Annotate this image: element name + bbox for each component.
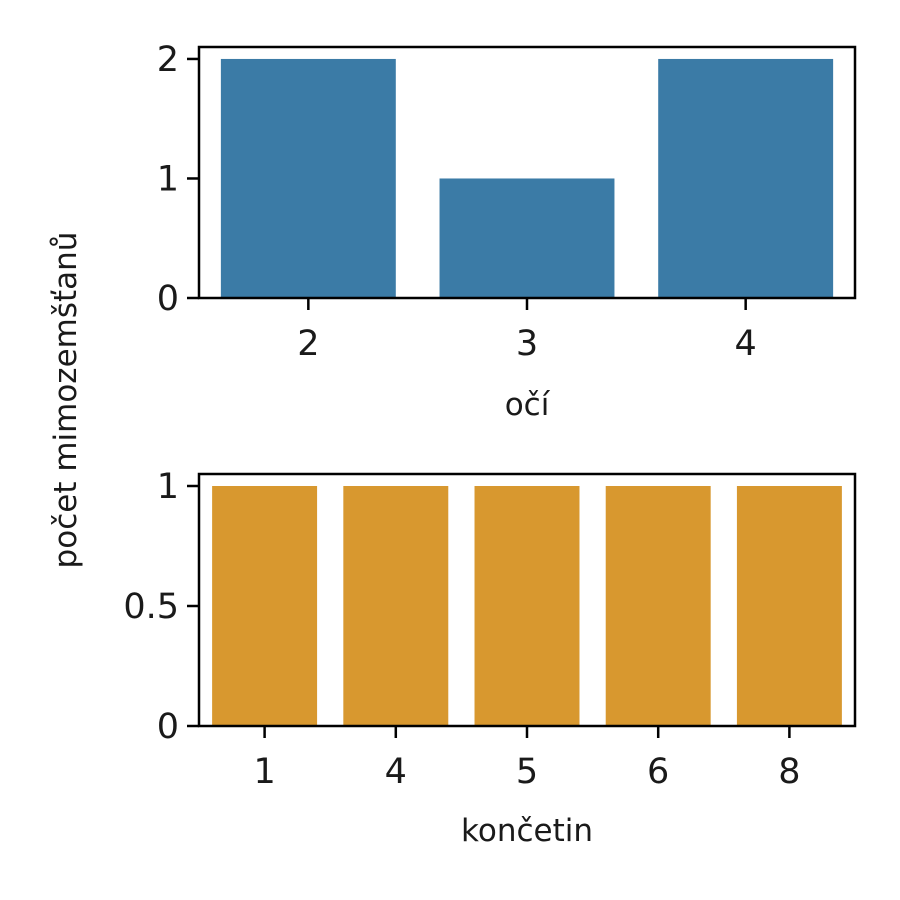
y-tick-label-2-3: 1 xyxy=(157,467,179,507)
x-tick-label-2-5: 8 xyxy=(778,752,800,792)
bar-2-1 xyxy=(212,486,318,726)
bar-2-3 xyxy=(474,486,580,726)
bar-2-4 xyxy=(605,486,711,726)
x-tick-label-1-3: 4 xyxy=(735,324,757,364)
bar-2-2 xyxy=(343,486,449,726)
y-tick-label-2-1: 0 xyxy=(157,707,179,747)
bar-1-1 xyxy=(220,58,396,299)
bar-1-3 xyxy=(658,58,834,299)
x-tick-label-2-1: 1 xyxy=(253,752,275,792)
x-tick-label-2-4: 6 xyxy=(647,752,669,792)
x-tick-label-1-2: 3 xyxy=(516,324,538,364)
x-axis-label-2: končetin xyxy=(461,813,593,849)
shared-y-axis-label: počet mimozemšťanů xyxy=(48,232,84,569)
x-tick-label-2-3: 5 xyxy=(516,752,538,792)
y-tick-label-1-3: 2 xyxy=(157,40,179,80)
bar-1-2 xyxy=(439,178,615,298)
bar-2-5 xyxy=(736,486,842,726)
x-tick-label-1-1: 2 xyxy=(297,324,319,364)
x-axis-label-1: očí xyxy=(505,387,551,423)
y-tick-label-1-2: 1 xyxy=(157,159,179,199)
x-tick-label-2-2: 4 xyxy=(385,752,407,792)
y-tick-label-1-1: 0 xyxy=(157,279,179,319)
y-tick-label-2-2: 0.5 xyxy=(123,587,179,627)
